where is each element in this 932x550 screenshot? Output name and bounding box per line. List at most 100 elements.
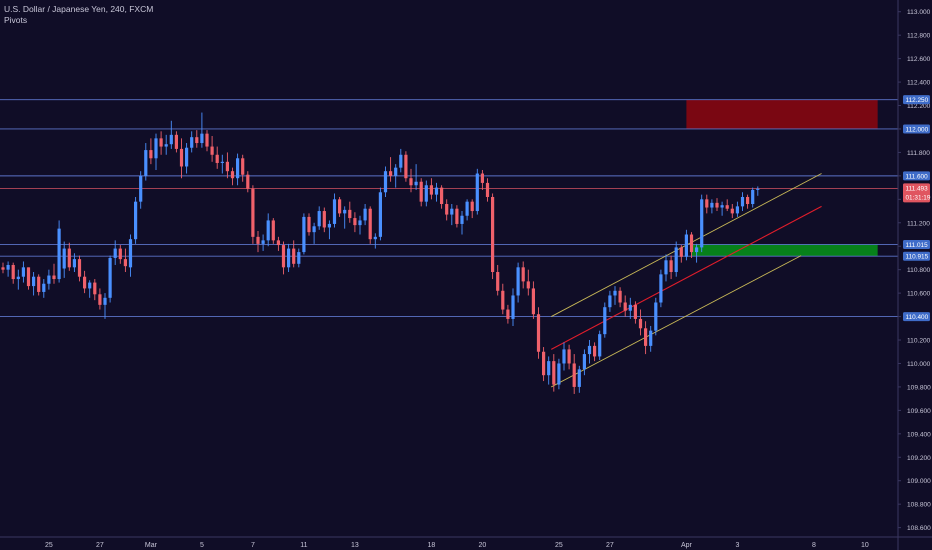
candle-body bbox=[608, 295, 612, 308]
candle-body bbox=[358, 220, 362, 226]
candle-body bbox=[83, 276, 87, 289]
candle bbox=[271, 218, 275, 244]
candle bbox=[460, 211, 464, 235]
candle-body bbox=[669, 260, 673, 273]
candle-body bbox=[516, 267, 520, 296]
candle-body bbox=[480, 173, 484, 183]
y-tick-label: 108.600 bbox=[907, 525, 931, 532]
candle-body bbox=[735, 206, 739, 214]
candle bbox=[307, 213, 311, 236]
candle bbox=[756, 186, 760, 196]
candle-body bbox=[695, 247, 699, 253]
candle bbox=[236, 153, 240, 186]
candle bbox=[185, 143, 189, 174]
x-tick-label: 27 bbox=[606, 542, 614, 549]
candle-body bbox=[511, 295, 515, 319]
x-tick-label: 11 bbox=[300, 542, 307, 549]
candle-body bbox=[445, 204, 449, 215]
level-price-badge bbox=[903, 171, 930, 181]
candle bbox=[389, 157, 393, 182]
candle bbox=[536, 307, 541, 359]
x-tick-label: 25 bbox=[555, 542, 563, 549]
candle-body bbox=[16, 276, 20, 280]
level-price-badge bbox=[903, 251, 930, 261]
candle-body bbox=[547, 361, 551, 376]
candle bbox=[633, 301, 637, 324]
candle-body bbox=[496, 272, 500, 291]
level-price-badge bbox=[903, 312, 930, 322]
candle bbox=[700, 194, 704, 253]
candle bbox=[332, 193, 337, 228]
candle-body bbox=[526, 281, 530, 289]
candle bbox=[746, 194, 750, 209]
candle-body bbox=[383, 171, 388, 193]
candle bbox=[118, 245, 122, 264]
candle-body bbox=[531, 288, 535, 315]
candle bbox=[501, 283, 505, 315]
candle-body bbox=[501, 290, 505, 310]
candle-body bbox=[450, 208, 454, 215]
channel-lower-line[interactable] bbox=[551, 255, 802, 388]
symbol-title: U.S. Dollar / Japanese Yen, 240, FXCM bbox=[4, 4, 154, 14]
candle bbox=[465, 199, 469, 221]
chart-header: U.S. Dollar / Japanese Yen, 240, FXCM Pi… bbox=[4, 4, 153, 26]
candle bbox=[659, 269, 663, 308]
candle bbox=[215, 146, 219, 169]
candle bbox=[562, 342, 566, 371]
candle-body bbox=[26, 267, 31, 287]
level-price-badge bbox=[903, 239, 930, 249]
candle-body bbox=[103, 297, 107, 305]
candle-body bbox=[179, 148, 184, 167]
candle bbox=[593, 342, 597, 362]
candle-body bbox=[582, 354, 586, 370]
y-tick-label: 110.600 bbox=[907, 291, 931, 298]
candle-body bbox=[266, 220, 270, 241]
candle-body bbox=[220, 161, 224, 163]
candle bbox=[491, 193, 495, 280]
candle bbox=[57, 220, 61, 283]
candle bbox=[679, 245, 683, 263]
level-price-label: 110.915 bbox=[906, 254, 929, 261]
y-tick-label: 110.800 bbox=[907, 267, 931, 274]
candle-body bbox=[88, 282, 92, 289]
candle bbox=[470, 199, 474, 219]
candle-body bbox=[72, 259, 76, 268]
candle-body bbox=[429, 185, 433, 195]
candle bbox=[190, 131, 194, 153]
candle bbox=[368, 206, 372, 244]
candle-body bbox=[200, 133, 204, 144]
candle-body bbox=[52, 275, 56, 280]
candle bbox=[103, 293, 107, 319]
candle bbox=[292, 240, 296, 268]
y-tick-label: 108.800 bbox=[907, 502, 931, 509]
candle bbox=[154, 133, 158, 171]
candle-body bbox=[93, 282, 97, 295]
candle bbox=[302, 213, 306, 255]
candle bbox=[88, 280, 92, 298]
candle bbox=[531, 281, 535, 319]
candle-body bbox=[740, 196, 745, 207]
y-tick-label: 111.800 bbox=[907, 150, 930, 157]
channel-mid-line[interactable] bbox=[550, 205, 822, 350]
x-tick-label: 10 bbox=[861, 542, 869, 549]
candle-body bbox=[169, 134, 173, 145]
candle-body bbox=[256, 236, 260, 244]
candle-body bbox=[644, 328, 648, 346]
y-tick-label: 112.400 bbox=[907, 80, 931, 87]
candle bbox=[358, 215, 362, 235]
candle bbox=[144, 143, 148, 181]
current-price-badge bbox=[903, 183, 930, 203]
candle bbox=[210, 136, 214, 162]
candle-body bbox=[572, 363, 576, 387]
candle bbox=[139, 171, 143, 209]
y-tick-label: 111.200 bbox=[907, 220, 930, 227]
candle bbox=[419, 178, 423, 207]
candle bbox=[93, 279, 97, 301]
candle bbox=[174, 131, 178, 153]
candle-body bbox=[440, 187, 444, 205]
candle bbox=[67, 242, 71, 271]
candle bbox=[322, 207, 326, 233]
level-price-label: 110.400 bbox=[906, 314, 929, 321]
candle bbox=[445, 199, 449, 221]
